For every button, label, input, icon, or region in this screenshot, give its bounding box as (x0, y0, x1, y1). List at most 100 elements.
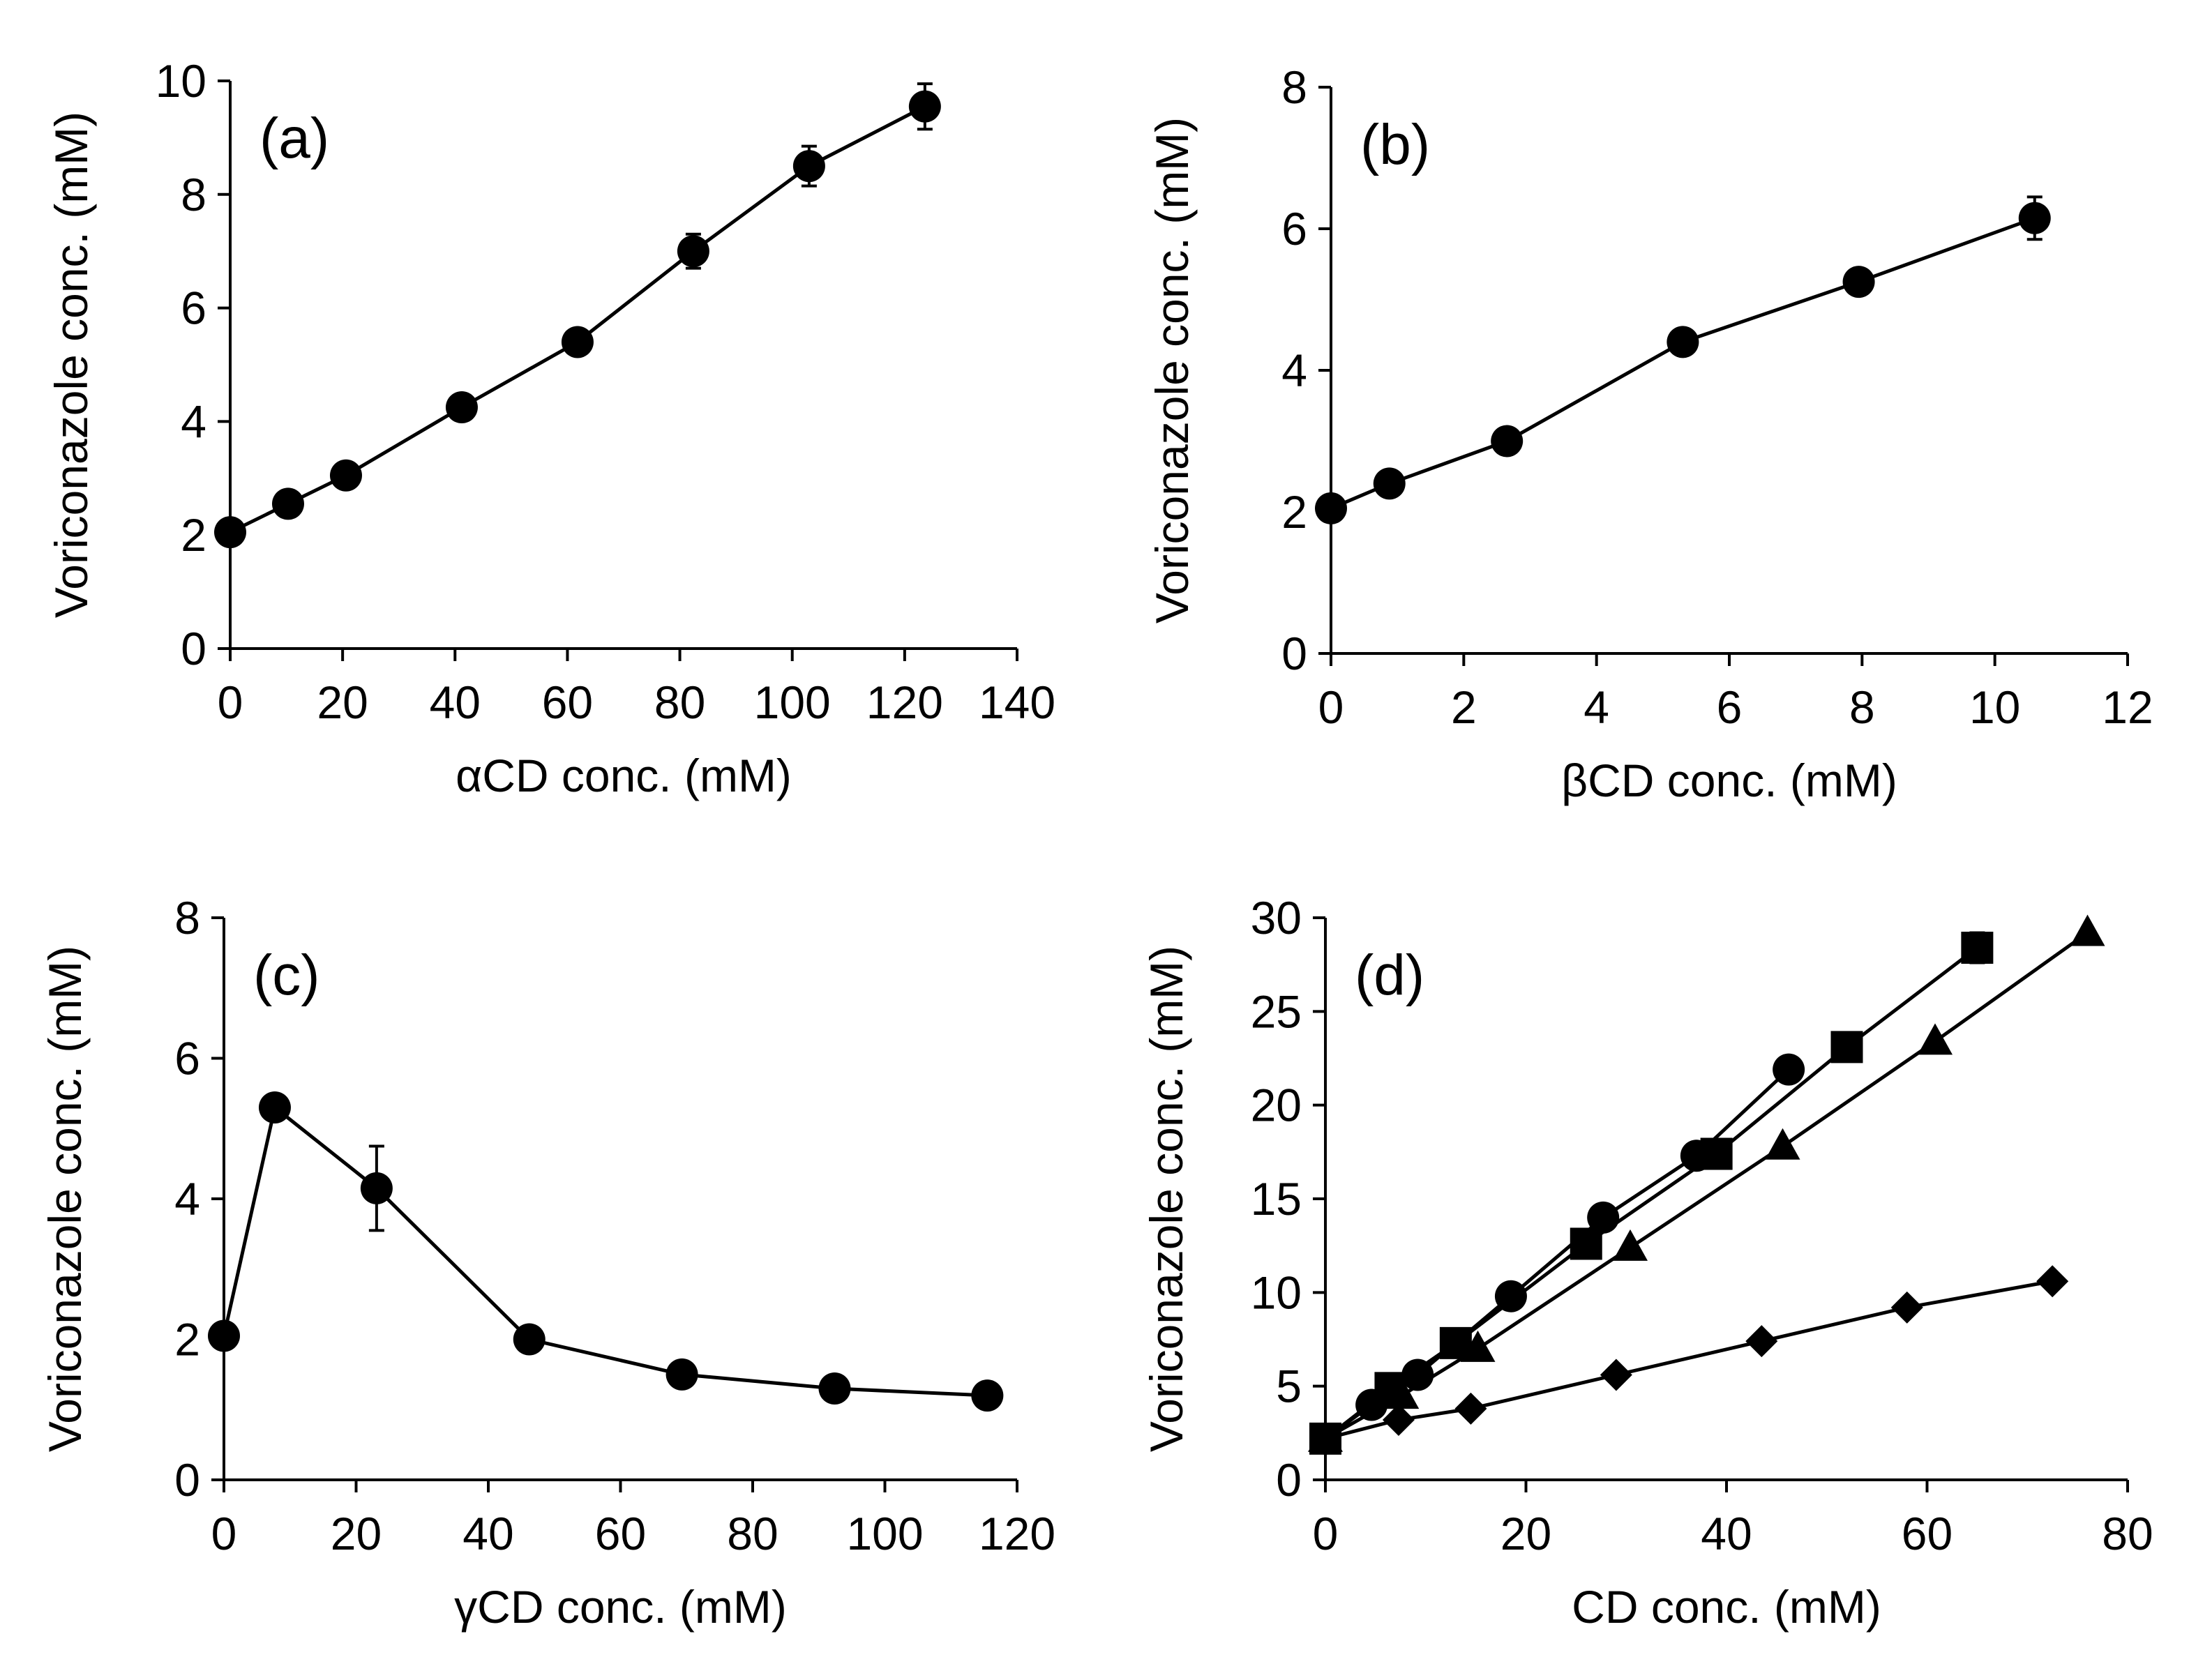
x-tick-label: 100 (846, 1508, 923, 1559)
series-line-triangle (1324, 931, 2089, 1441)
x-tick-label: 6 (1717, 681, 1743, 733)
data-point-square (1961, 931, 1994, 964)
data-point-circle (214, 516, 246, 549)
series-line-βCD (1330, 216, 2036, 510)
y-tick-label: 20 (1251, 1080, 1302, 1131)
x-tick-label: 20 (331, 1508, 382, 1559)
data-point-triangle (1384, 1377, 1420, 1409)
y-tick-label: 2 (174, 1314, 200, 1365)
x-tick-label: 0 (1318, 681, 1344, 733)
y-axis-title: Voriconazole conc. (mM) (39, 946, 91, 1452)
data-point-diamond (2036, 1265, 2069, 1298)
data-point-circle (2018, 202, 2051, 234)
data-point-triangle (1613, 1229, 1648, 1261)
y-tick-label: 2 (1281, 486, 1307, 538)
data-point-circle (561, 326, 594, 358)
data-point-triangle (1460, 1330, 1496, 1362)
data-point-diamond (1309, 1422, 1341, 1455)
x-tick-label: 40 (1701, 1508, 1752, 1559)
x-tick-label: 20 (317, 676, 368, 728)
data-point-circle (1842, 266, 1875, 298)
x-tick-label: 60 (595, 1508, 646, 1559)
data-point-circle (1494, 1280, 1527, 1312)
y-tick-label: 8 (181, 169, 206, 220)
x-tick-label: 120 (866, 676, 943, 728)
x-tick-label: 4 (1584, 681, 1609, 733)
y-tick-label: 8 (174, 892, 200, 944)
y-tick-label: 4 (174, 1173, 200, 1225)
x-axis-title: γCD conc. (mM) (454, 1581, 787, 1633)
y-tick-label: 6 (174, 1033, 200, 1084)
x-tick-label: 60 (542, 676, 593, 728)
data-point-circle (792, 150, 825, 183)
x-tick-label: 40 (462, 1508, 513, 1559)
y-tick-label: 10 (1251, 1266, 1302, 1318)
panel-label: (b) (1360, 113, 1430, 176)
x-tick-label: 2 (1451, 681, 1477, 733)
x-tick-label: 20 (1500, 1508, 1551, 1559)
data-point-diamond (1600, 1359, 1632, 1391)
x-tick-label: 0 (211, 1508, 237, 1559)
data-point-circle (971, 1379, 1004, 1412)
panel-label: (d) (1355, 944, 1424, 1007)
y-tick-label: 4 (1281, 345, 1307, 396)
x-tick-label: 10 (1969, 681, 2020, 733)
x-tick-label: 60 (1902, 1508, 1953, 1559)
data-point-circle (258, 1091, 291, 1124)
y-tick-label: 8 (1281, 61, 1307, 113)
data-point-square (1570, 1227, 1602, 1260)
x-tick-label: 80 (654, 676, 705, 728)
y-tick-label: 4 (181, 395, 206, 447)
x-axis-title: CD conc. (mM) (1572, 1581, 1881, 1633)
y-tick-label: 30 (1251, 892, 1302, 944)
y-tick-label: 10 (156, 55, 206, 107)
series-line-γCD (222, 1104, 988, 1398)
data-point-diamond (1382, 1404, 1415, 1437)
panel-b: 0 2 4 6 8 0 2 4 6 8 10 12 βCD conc. (mM) Voriconazole… (1146, 61, 2153, 806)
y-axis-title: Voriconazole conc. (mM) (1141, 946, 1192, 1452)
x-tick-label: 0 (218, 676, 243, 728)
data-point-circle (1315, 492, 1347, 524)
y-tick-label: 25 (1251, 985, 1302, 1037)
y-tick-label: 5 (1276, 1361, 1302, 1412)
data-point-triangle (1918, 1023, 1953, 1055)
data-point-circle (208, 1319, 240, 1352)
y-tick-label: 0 (1281, 628, 1307, 679)
data-point-circle (1401, 1359, 1434, 1391)
data-point-circle (908, 90, 941, 123)
data-point-circle (329, 459, 362, 492)
x-tick-label: 0 (1313, 1508, 1339, 1559)
x-tick-label: 100 (754, 676, 831, 728)
panel-d: 0 5 10 15 20 25 30 0 20 40 60 80 CD conc. (mM) Vorico… (1141, 892, 2153, 1633)
y-tick-label: 0 (174, 1454, 200, 1506)
data-point-square (1830, 1031, 1863, 1064)
data-point-circle (360, 1172, 393, 1204)
data-point-circle (1373, 467, 1406, 500)
data-point-circle (271, 487, 304, 520)
y-tick-label: 0 (1276, 1454, 1302, 1506)
x-tick-label: 80 (2102, 1508, 2153, 1559)
x-tick-label: 120 (979, 1508, 1055, 1559)
data-point-diamond (1454, 1392, 1487, 1425)
y-tick-label: 6 (181, 282, 206, 334)
x-tick-label: 80 (727, 1508, 778, 1559)
y-tick-label: 15 (1251, 1173, 1302, 1225)
data-point-square (1700, 1137, 1733, 1170)
x-tick-label: 12 (2102, 681, 2153, 733)
y-tick-label: 6 (1281, 203, 1307, 255)
x-tick-label: 8 (1849, 681, 1875, 733)
x-axis-title: αCD conc. (mM) (456, 750, 792, 801)
data-point-circle (677, 235, 709, 268)
data-point-circle (665, 1358, 698, 1391)
data-point-circle (1491, 425, 1524, 457)
data-point-circle (445, 391, 478, 424)
x-axis-title: βCD conc. (mM) (1561, 755, 1897, 806)
y-axis-title: Voriconazole conc. (mM) (45, 112, 97, 618)
panel-label: (c) (253, 944, 320, 1007)
x-tick-label: 140 (979, 676, 1055, 728)
y-axis-title: Voriconazole conc. (mM) (1146, 117, 1198, 623)
data-point-circle (513, 1323, 546, 1356)
